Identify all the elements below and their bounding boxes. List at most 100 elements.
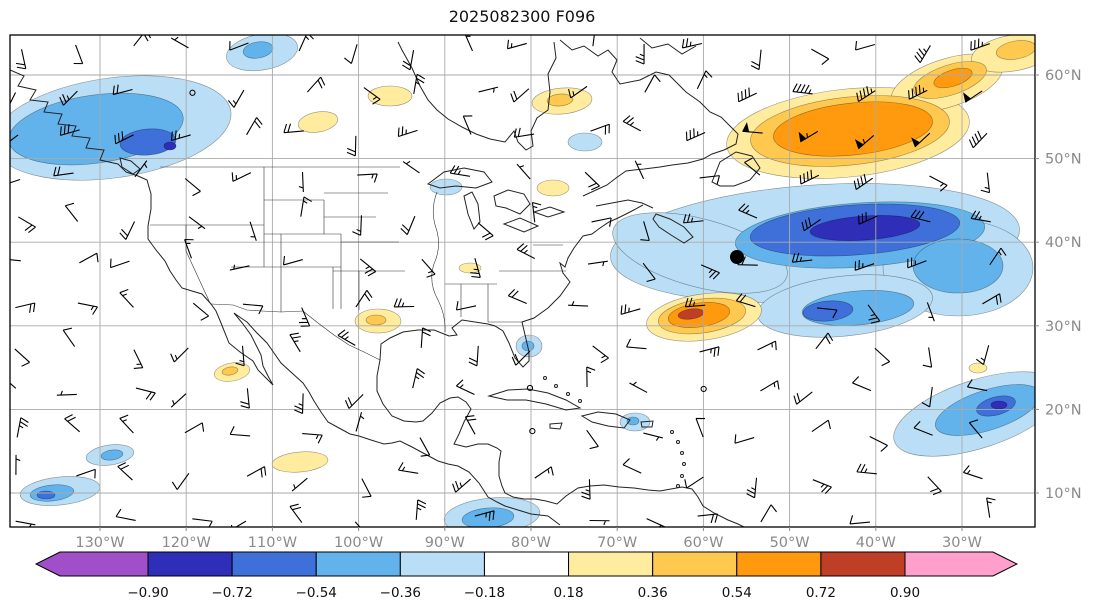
colorbar-tick-label: 0.18 [554,585,584,601]
wind-barb [192,302,210,321]
positive-anomaly-contour [536,179,570,197]
wind-barb [869,436,888,452]
wind-barb [854,134,875,150]
wind-barb [462,115,473,135]
x-tick-label: 40°W [856,535,896,551]
x-tick-label: 30°W [942,535,982,551]
colorbar-segment [820,551,906,577]
wind-barb [79,252,99,264]
wind-barb [421,258,436,278]
negative-anomaly-contour [567,132,603,152]
positive-anomaly-contour [221,366,239,376]
storm-marker [730,250,744,264]
negative-anomaly-contour [990,400,1008,410]
wind-barb [119,414,134,434]
wind-barb [927,476,942,496]
wind-barb [590,123,610,135]
colorbar-segment [147,551,233,577]
coastline-st-lawrence-south [595,199,654,209]
wind-barb [581,479,591,500]
wind-barb [240,388,250,409]
wind-barb [620,304,641,315]
jamaica [549,422,563,430]
wind-barb [529,427,536,435]
wind-barb [742,122,763,134]
wind-barb [734,434,755,444]
wind-barb [62,327,76,347]
wind-barb [10,382,17,389]
negative-anomaly-contour [912,238,1004,294]
wind-barb [15,520,36,527]
positive-anomaly-contour [367,85,413,107]
wind-barb [73,44,84,65]
wind-barb [738,203,758,219]
coastline-pacific-north-america [10,69,561,526]
wind-barb [801,217,821,232]
wind-barb [760,504,777,523]
wind-barb [188,216,206,230]
wind-barb [592,35,595,47]
map-frame [9,34,1036,528]
wind-barb [170,36,189,49]
colorbar-segment [483,551,570,577]
colorbar-segment [315,551,401,577]
wind-barb [986,497,996,518]
wind-barb [914,45,931,63]
wind-barb [926,302,935,322]
wind-barb [10,92,17,105]
negative-anomaly-contour [802,300,854,322]
colorbar-segment [652,551,738,577]
wind-barb [975,345,990,365]
nova-scotia [652,213,694,244]
hudson-bay [397,41,557,151]
wind-barb [516,243,536,260]
wind-barb [227,89,245,108]
wind-barb [355,412,365,432]
wind-barb [526,384,534,392]
wind-barb [622,115,642,132]
positive-anomaly-contour [968,362,988,374]
wind-barb [811,48,830,65]
wind-barb [289,503,303,523]
wind-barb [15,49,27,70]
wind-barb [791,252,813,263]
colorbar: −0.90 −0.72 −0.54 −0.36 −0.18 0.18 0.36 0.54 0.7… [34,551,1019,601]
wind-barb [626,338,647,350]
wind-barb [470,258,481,278]
wind-barb [289,332,301,353]
wind-barb [76,468,96,479]
wind-barb [413,73,426,95]
wind-barb [133,35,152,47]
hispaniola [580,411,631,429]
wind-barb [684,297,706,308]
wind-barb [511,350,531,366]
wind-barb [456,379,475,395]
x-tick-label: 120°W [162,535,211,551]
wind-barb [64,414,81,433]
wind-barb [700,264,720,280]
arctic-islands [639,37,697,55]
wind-barb [907,257,927,269]
y-tick-label: 20°N [1045,402,1082,418]
wind-barb [298,172,304,193]
colorbar-tick-label: 0.72 [806,585,836,601]
wind-barb [59,90,78,106]
x-tick-label: 80°W [511,535,551,551]
wind-barb [246,466,267,478]
cuba [487,388,582,411]
negative-anomaly-contour [626,416,640,426]
wind-barb [681,38,703,49]
wind-barb [856,86,876,103]
wind-barb [646,518,666,527]
wind-barb [849,515,870,525]
wind-barb [283,123,304,134]
wind-barb [700,385,707,393]
wind-barb [135,387,156,401]
wind-barb [929,175,948,192]
calm-wind-circle [529,427,536,435]
wind-barb [737,87,757,103]
wind-barb [699,175,720,185]
wind-barb [815,332,834,350]
